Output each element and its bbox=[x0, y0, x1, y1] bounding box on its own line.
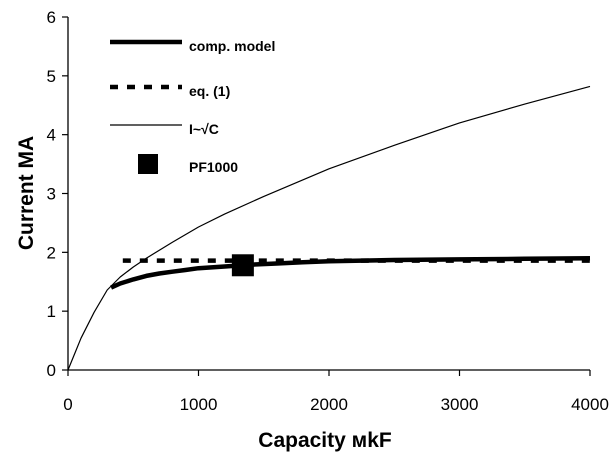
y-tick-label: 5 bbox=[47, 67, 56, 86]
x-ticks: 0 1000 2000 3000 4000 bbox=[63, 370, 609, 414]
point-pf1000 bbox=[231, 254, 254, 277]
series-line-comp-model bbox=[110, 255, 591, 290]
legend-swatch-pf1000 bbox=[138, 154, 158, 174]
y-tick-label: 2 bbox=[47, 243, 56, 262]
legend-label-sqrt: I~√C bbox=[189, 121, 219, 137]
y-tick-label: 3 bbox=[47, 185, 56, 204]
x-tick-label: 2000 bbox=[310, 395, 348, 414]
x-tick-label: 0 bbox=[63, 395, 72, 414]
x-tick-label: 3000 bbox=[441, 395, 479, 414]
legend-label-eq-1: eq. (1) bbox=[189, 83, 230, 99]
y-tick-label: 6 bbox=[47, 8, 56, 27]
x-axis-title: Capacity мkF bbox=[258, 429, 392, 452]
y-tick-label: 1 bbox=[47, 302, 56, 321]
plot-area bbox=[67, 85, 591, 371]
y-ticks: 0 1 2 3 4 5 6 bbox=[47, 8, 68, 380]
x-tick-label: 1000 bbox=[180, 395, 218, 414]
y-tick-label: 4 bbox=[47, 126, 56, 145]
y-tick-label: 0 bbox=[47, 361, 56, 380]
legend: comp. model eq. (1) I~√C PF1000 bbox=[110, 38, 275, 175]
x-tick-label: 4000 bbox=[571, 395, 609, 414]
legend-label-comp-model: comp. model bbox=[189, 38, 275, 54]
series-line-i-c bbox=[67, 85, 591, 371]
legend-label-pf1000: PF1000 bbox=[189, 159, 238, 175]
y-axis-title: Current MA bbox=[15, 136, 38, 250]
